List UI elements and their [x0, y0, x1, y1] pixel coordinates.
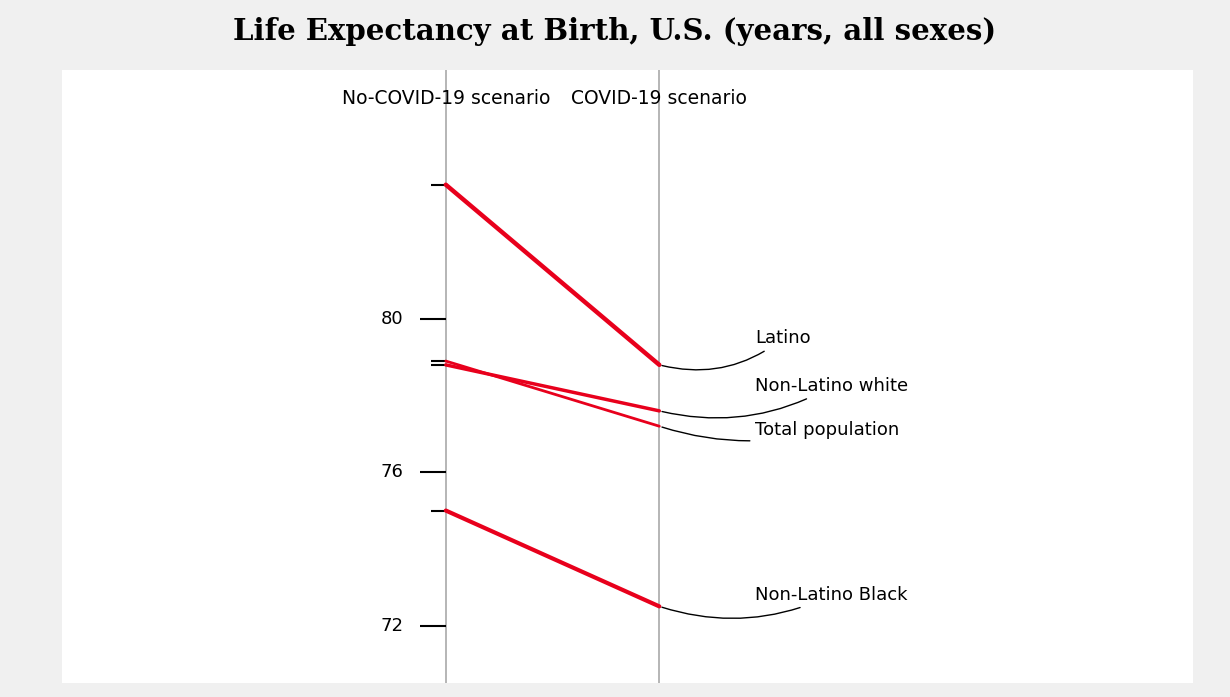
Text: No-COVID-19 scenario: No-COVID-19 scenario — [342, 89, 550, 108]
Text: Life Expectancy at Birth, U.S. (years, all sexes): Life Expectancy at Birth, U.S. (years, a… — [234, 17, 996, 46]
Text: 76: 76 — [380, 464, 403, 481]
Text: COVID-19 scenario: COVID-19 scenario — [572, 89, 748, 108]
Text: 80: 80 — [380, 310, 403, 328]
Text: Non-Latino white: Non-Latino white — [662, 377, 909, 418]
Text: Latino: Latino — [662, 329, 811, 370]
Text: Total population: Total population — [662, 421, 899, 441]
Text: Non-Latino Black: Non-Latino Black — [662, 586, 908, 618]
Text: 72: 72 — [380, 617, 403, 634]
